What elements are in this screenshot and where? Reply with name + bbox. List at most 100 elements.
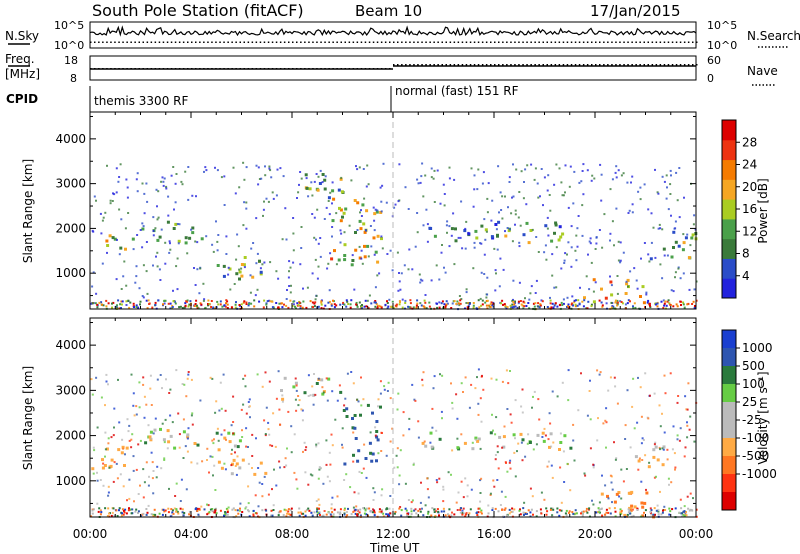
data-cell: [212, 250, 215, 253]
nsearch-tick-low: 10^0: [707, 39, 737, 52]
nave-point: [595, 64, 597, 66]
data-cell: [518, 241, 521, 244]
data-cell: [198, 507, 201, 510]
data-cell: [573, 459, 576, 462]
data-cell: [214, 509, 217, 512]
data-cell: [594, 248, 597, 250]
data-cell: [430, 176, 433, 179]
data-cell: [676, 401, 679, 404]
data-cell: [689, 508, 692, 511]
data-cell: [358, 511, 361, 514]
data-cell: [183, 512, 186, 514]
data-cell: [109, 202, 112, 205]
data-cell: [263, 261, 266, 264]
data-cell: [555, 163, 558, 166]
data-cell: [99, 212, 102, 215]
data-cell: [231, 462, 234, 466]
data-cell: [207, 299, 210, 302]
data-cell: [509, 459, 512, 462]
nsearch-point: [138, 41, 140, 43]
data-cell: [183, 306, 186, 309]
data-cell: [556, 395, 559, 398]
data-cell: [386, 300, 388, 303]
data-cell: [318, 507, 320, 510]
data-cell: [364, 457, 368, 460]
data-cell: [330, 303, 333, 306]
data-cell: [508, 461, 511, 464]
velocity-colorbar-swatch: [722, 348, 736, 367]
data-cell: [119, 473, 122, 476]
data-cell: [500, 209, 503, 211]
data-cell: [642, 439, 645, 441]
data-cell: [356, 515, 359, 518]
data-cell: [381, 488, 384, 491]
data-cell: [327, 200, 330, 202]
nsearch-point: [134, 41, 136, 43]
data-cell: [171, 509, 174, 512]
nsearch-point: [259, 41, 262, 43]
data-cell: [468, 302, 471, 305]
data-cell: [495, 228, 498, 231]
data-cell: [563, 434, 567, 438]
data-cell: [679, 277, 682, 280]
data-cell: [371, 411, 374, 415]
data-cell: [682, 301, 685, 304]
data-cell: [135, 265, 138, 268]
data-cell: [333, 508, 336, 511]
data-cell: [609, 232, 612, 235]
data-cell: [657, 227, 660, 230]
data-cell: [345, 305, 348, 308]
data-cell: [250, 302, 253, 305]
data-cell: [208, 303, 211, 305]
nsearch-point: [405, 41, 407, 43]
data-cell: [376, 307, 379, 310]
data-cell: [116, 304, 118, 307]
data-cell: [481, 182, 484, 185]
y-tick-label: 3000: [55, 177, 86, 191]
data-cell: [459, 511, 462, 514]
data-cell: [305, 508, 308, 511]
power-colorbar-tick-label: 20: [742, 180, 757, 194]
data-cell: [654, 513, 656, 516]
data-cell: [317, 242, 320, 245]
data-cell: [456, 417, 459, 420]
data-cell: [581, 515, 584, 518]
data-cell: [293, 433, 296, 436]
data-cell: [157, 299, 160, 302]
data-cell: [689, 244, 692, 247]
y-tick-label: 2000: [55, 221, 86, 235]
data-cell: [152, 492, 155, 495]
data-cell: [550, 306, 553, 309]
data-cell: [271, 488, 273, 491]
nsearch-point: [696, 41, 698, 43]
nsearch-point: [449, 41, 452, 43]
data-cell: [241, 436, 244, 438]
data-cell: [295, 307, 297, 310]
data-cell: [513, 508, 516, 511]
data-cell: [92, 230, 95, 233]
data-cell: [197, 513, 200, 516]
data-cell: [622, 251, 625, 254]
data-cell: [663, 180, 666, 183]
data-cell: [657, 192, 660, 195]
nave-point: [251, 68, 254, 70]
data-cell: [96, 479, 99, 482]
data-cell: [389, 440, 392, 443]
data-cell: [328, 451, 331, 454]
data-cell: [564, 252, 567, 255]
data-cell: [465, 220, 468, 223]
data-cell: [414, 508, 417, 511]
data-cell: [498, 211, 500, 214]
data-cell: [332, 513, 335, 516]
data-cell: [575, 512, 578, 515]
data-cell: [616, 292, 619, 295]
data-cell: [463, 229, 467, 233]
data-cell: [247, 509, 249, 512]
data-cell: [444, 305, 447, 308]
data-cell: [177, 512, 180, 515]
data-cell: [295, 389, 298, 392]
data-cell: [137, 306, 140, 309]
data-cell: [501, 195, 504, 198]
data-cell: [649, 304, 651, 307]
data-cell: [440, 302, 443, 305]
